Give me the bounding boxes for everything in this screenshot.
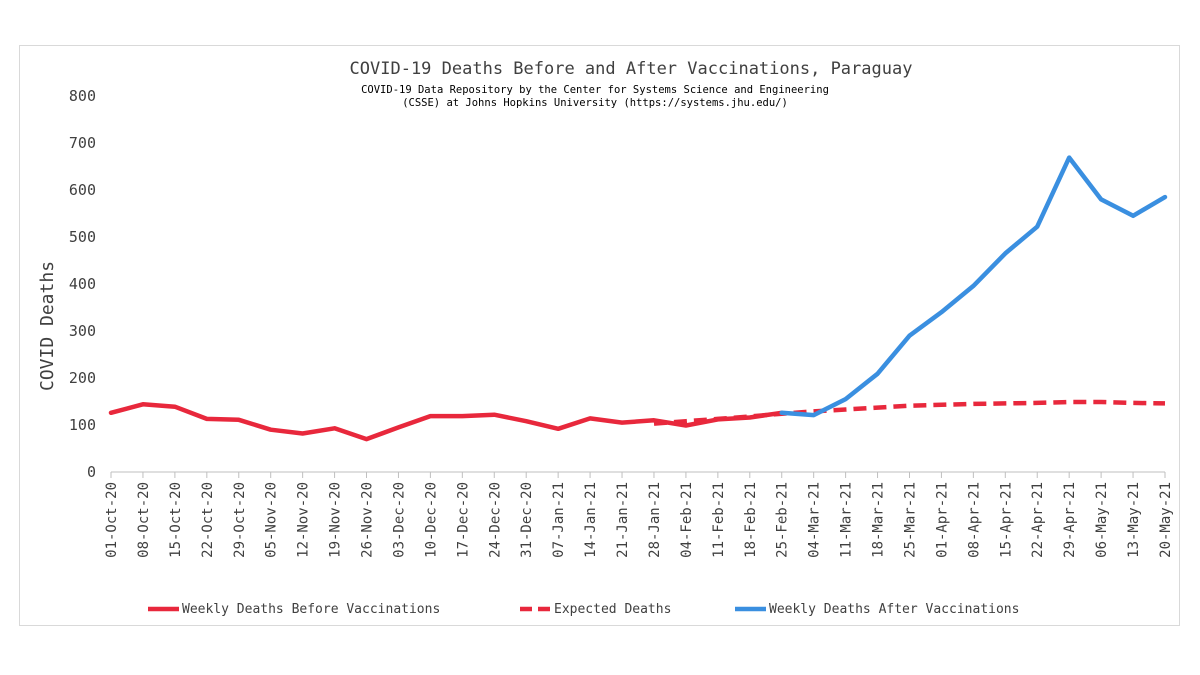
x-tick-label: 08-Apr-21 (966, 482, 982, 558)
x-tick-label: 15-Apr-21 (998, 482, 1014, 558)
x-tick-label: 05-Nov-20 (264, 482, 280, 558)
y-tick-label: 100 (69, 416, 96, 434)
x-tick-label: 28-Jan-21 (647, 482, 663, 558)
x-tick-label: 22-Apr-21 (1030, 482, 1046, 558)
legend: Weekly Deaths Before Vaccinations Expecte… (148, 602, 1019, 617)
x-tick-label: 31-Dec-20 (519, 482, 535, 558)
legend-label-3: Weekly Deaths After Vaccinations (769, 602, 1019, 617)
x-tick-label: 04-Feb-21 (679, 482, 695, 558)
x-tick-label: 08-Oct-20 (136, 482, 152, 558)
x-tick-label: 22-Oct-20 (200, 482, 216, 558)
y-tick-label: 200 (69, 369, 96, 387)
chart-subtitle-line2: (CSSE) at Johns Hopkins University (http… (402, 97, 788, 109)
x-tick-label: 06-May-21 (1094, 482, 1110, 558)
y-tick-label: 0 (87, 463, 96, 481)
x-tick-label: 07-Jan-21 (551, 482, 567, 558)
legend-label-1: Weekly Deaths Before Vaccinations (182, 602, 440, 617)
x-tick-label: 10-Dec-20 (423, 482, 439, 558)
series-line-1 (108, 402, 784, 442)
x-tick-label: 14-Jan-21 (583, 482, 599, 558)
x-tick-label: 25-Mar-21 (902, 482, 918, 558)
y-tick-label: 400 (69, 275, 96, 293)
y-tick-label: 600 (69, 181, 96, 199)
x-tick-label: 19-Nov-20 (328, 482, 344, 558)
x-tick-label: 20-May-21 (1158, 482, 1174, 558)
x-tick-label: 18-Feb-21 (743, 482, 759, 558)
chart-subtitle-line1: COVID-19 Data Repository by the Center f… (361, 84, 829, 96)
x-tick-label: 01-Oct-20 (104, 482, 120, 558)
chart-frame: COVID-19 Deaths Before and After Vaccina… (19, 45, 1180, 626)
y-tick-label: 800 (69, 87, 96, 105)
x-tick-label: 18-Mar-21 (871, 482, 887, 558)
x-tick-label: 24-Dec-20 (487, 482, 503, 558)
x-tick-label: 12-Nov-20 (296, 482, 312, 558)
x-tick-label: 17-Dec-20 (455, 482, 471, 558)
x-tick-label: 13-May-21 (1126, 482, 1142, 558)
x-tick-label: 11-Mar-21 (839, 482, 855, 558)
series-layer (108, 155, 1168, 442)
x-tick-label: 29-Oct-20 (232, 482, 248, 558)
legend-label-2: Expected Deaths (554, 602, 671, 617)
x-tick-label: 04-Mar-21 (807, 482, 823, 558)
x-tick-label: 26-Nov-20 (360, 482, 376, 558)
x-tick-label: 01-Apr-21 (934, 482, 950, 558)
axes: 0 100 200 300 400 500 600 700 800 01-Oct-20 08-Oct… (69, 87, 1174, 558)
chart-title: COVID-19 Deaths Before and After Vaccina… (350, 59, 913, 79)
y-tick-label: 700 (69, 134, 96, 152)
x-tick-label: 15-Oct-20 (168, 482, 184, 558)
x-tick-label: 11-Feb-21 (711, 482, 727, 558)
x-tick-label: 29-Apr-21 (1062, 482, 1078, 558)
y-axis-label: COVID Deaths (37, 261, 58, 391)
series-line-2 (653, 399, 1166, 426)
y-tick-label: 500 (69, 228, 96, 246)
y-tick-label: 300 (69, 322, 96, 340)
x-tick-label: 03-Dec-20 (391, 482, 407, 558)
x-tick-label: 25-Feb-21 (775, 482, 791, 558)
series-line-3 (779, 155, 1168, 418)
line-chart: COVID-19 Deaths Before and After Vaccina… (37, 59, 1174, 617)
x-tick-label: 21-Jan-21 (615, 482, 631, 558)
